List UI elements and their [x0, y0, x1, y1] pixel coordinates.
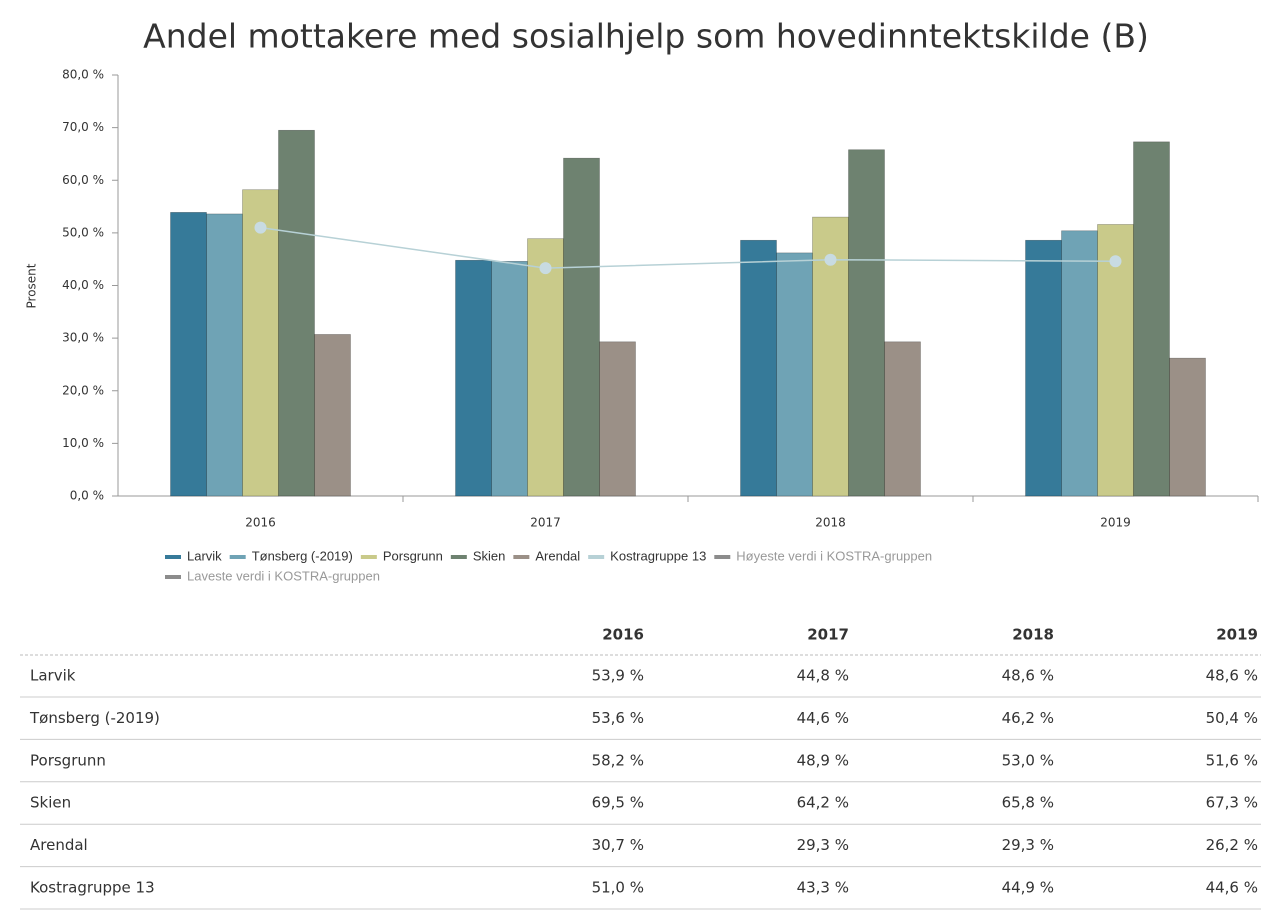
x-tick-label: 2016 [245, 516, 276, 530]
table-header: 2019 [1216, 626, 1258, 644]
table-cell: 48,6 % [1002, 667, 1054, 685]
table-cell: 69,5 % [592, 794, 644, 812]
bar [1169, 357, 1206, 497]
legend-label: Porsgrunn [383, 548, 443, 563]
table-cell: 46,2 % [1002, 709, 1054, 727]
legend-label: Kostragruppe 13 [610, 548, 706, 563]
line-marker [254, 221, 267, 234]
line-marker [1109, 255, 1122, 268]
table-cell: 48,6 % [1206, 667, 1258, 685]
table-cell: 67,3 % [1206, 794, 1258, 812]
y-tick-label: 80,0 % [62, 68, 104, 82]
chart-title: Andel mottakere med sosialhjelp som hove… [143, 17, 1149, 56]
table-cell: 30,7 % [592, 836, 644, 854]
x-tick-label: 2018 [815, 516, 846, 530]
table-row-label: Larvik [30, 667, 76, 685]
bar [599, 341, 636, 497]
table-header: 2017 [807, 626, 849, 644]
bar [278, 129, 315, 497]
table-cell: 51,0 % [592, 879, 644, 897]
line-marker [824, 253, 837, 266]
y-tick-label: 50,0 % [62, 225, 104, 239]
table-cell: 58,2 % [592, 751, 644, 769]
bar [776, 252, 813, 497]
y-tick-label: 70,0 % [62, 120, 104, 134]
table-row-label: Porsgrunn [30, 751, 106, 769]
table-cell: 64,2 % [797, 794, 849, 812]
table-cell: 29,3 % [1002, 836, 1054, 854]
bar [740, 239, 777, 497]
table-row-label: Arendal [30, 836, 88, 854]
x-tick-label: 2019 [1100, 516, 1131, 530]
bar [314, 334, 351, 497]
y-tick-label: 10,0 % [62, 436, 104, 450]
bar [1061, 230, 1098, 497]
bar [1133, 141, 1170, 497]
legend-label: Høyeste verdi i KOSTRA-gruppen [736, 548, 932, 563]
y-axis-label: Prosent [25, 263, 39, 308]
table-cell: 65,8 % [1002, 794, 1054, 812]
table-cell: 44,6 % [1206, 879, 1258, 897]
line [260, 226, 1116, 269]
y-tick-label: 40,0 % [62, 278, 104, 292]
line-marker [539, 262, 552, 275]
table-row-label: Kostragruppe 13 [30, 879, 155, 897]
legend-label: Larvik [187, 548, 222, 563]
bar [563, 157, 600, 497]
legend-label: Tønsberg (-2019) [252, 548, 353, 563]
bar [848, 149, 885, 497]
bar [242, 189, 279, 497]
y-tick-label: 60,0 % [62, 173, 104, 187]
table-cell: 53,9 % [592, 667, 644, 685]
table-cell: 44,6 % [797, 709, 849, 727]
table-cell: 48,9 % [797, 751, 849, 769]
bar [455, 259, 492, 497]
table-cell: 51,6 % [1206, 751, 1258, 769]
bar [206, 213, 243, 497]
y-tick-label: 0,0 % [70, 489, 104, 503]
table-cell: 26,2 % [1206, 836, 1258, 854]
legend-label: Arendal [535, 548, 580, 563]
bar [170, 212, 207, 497]
bar [1025, 239, 1062, 497]
bar [884, 341, 921, 497]
y-tick-label: 20,0 % [62, 383, 104, 397]
table-cell: 44,8 % [797, 667, 849, 685]
bar [527, 238, 564, 497]
table-header: 2018 [1012, 626, 1054, 644]
table-cell: 50,4 % [1206, 709, 1258, 727]
legend-label: Skien [473, 548, 506, 563]
table-row-label: Tønsberg (-2019) [29, 709, 160, 727]
table-cell: 53,6 % [592, 709, 644, 727]
bar [491, 260, 528, 497]
table-cell: 43,3 % [797, 879, 849, 897]
legend-label: Laveste verdi i KOSTRA-gruppen [187, 568, 380, 583]
table-cell: 53,0 % [1002, 751, 1054, 769]
x-tick-label: 2017 [530, 516, 561, 530]
y-tick-label: 30,0 % [62, 331, 104, 345]
table-cell: 29,3 % [797, 836, 849, 854]
table-cell: 44,9 % [1002, 879, 1054, 897]
table-row-label: Skien [30, 794, 71, 812]
table-header: 2016 [602, 626, 644, 644]
